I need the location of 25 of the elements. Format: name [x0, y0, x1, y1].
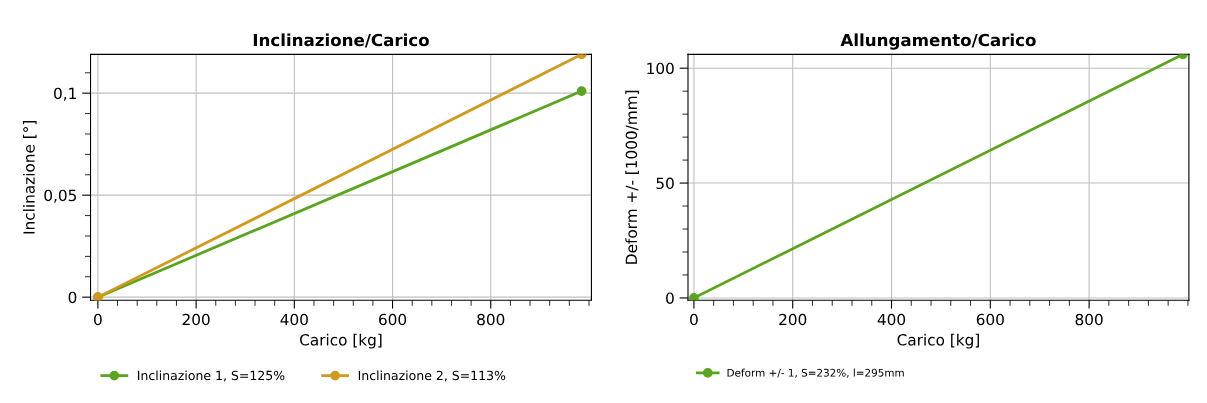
y-tick-label: 0	[68, 291, 77, 304]
x-tick-label: 400	[877, 313, 906, 326]
x-tick-label: 0	[94, 313, 102, 326]
y-tick-label: 100	[647, 62, 674, 75]
y-tick-label: 50	[656, 177, 674, 190]
x-tick-label: 400	[280, 313, 308, 326]
x-tick-label: 0	[690, 313, 698, 326]
y-tick-label: 0	[666, 292, 674, 304]
x-tick-label: 200	[182, 313, 210, 326]
x-tick-label: 600	[379, 313, 407, 326]
y-axis-title: Inclinazione [°]	[22, 121, 37, 234]
x-axis-title: Carico [kg]	[897, 333, 979, 349]
x-tick-label: 800	[1075, 313, 1103, 326]
chart-title: Inclinazione/Carico	[253, 33, 429, 48]
legend-label: Deform +/- 1, S=232%, l=295mm	[727, 368, 904, 378]
x-tick-label: 600	[976, 313, 1004, 326]
y-tick-label: 0,1	[54, 87, 76, 101]
legend-label: Inclinazione 1, S=125%	[138, 370, 285, 382]
legend-label: Inclinazione 2, S=113%	[358, 370, 506, 382]
y-tick-label: 0,05	[44, 189, 76, 203]
x-tick-label: 800	[477, 313, 505, 326]
x-axis-title: Carico [kg]	[300, 333, 382, 349]
x-tick-label: 200	[779, 313, 807, 326]
chart-title: Allungamento/Carico	[840, 33, 1036, 50]
y-axis-title: Deform +/- [1000/mm]	[625, 90, 639, 264]
